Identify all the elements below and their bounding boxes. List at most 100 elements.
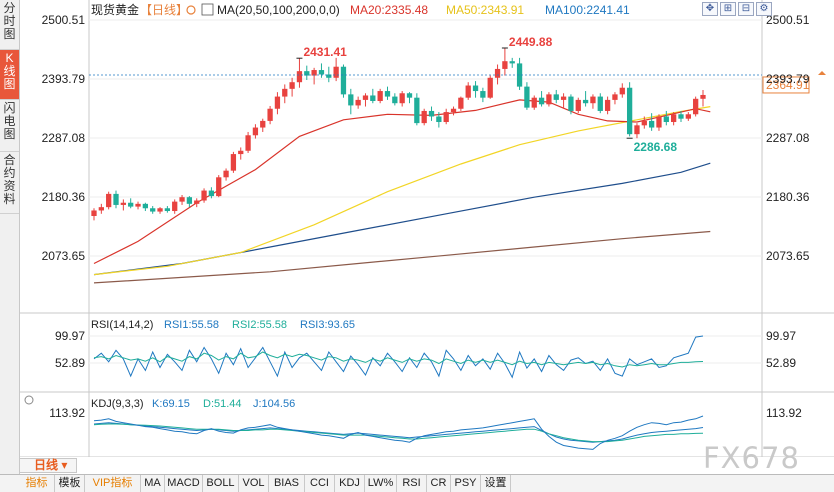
kdj-settings-icon[interactable]	[24, 395, 34, 405]
indicator-tab[interactable]: 指标	[19, 475, 55, 492]
candle	[326, 66, 332, 83]
tab-contract-info[interactable]: 合约资料	[0, 152, 19, 214]
indicator-tab[interactable]: CR	[427, 475, 451, 492]
candle-body	[443, 112, 449, 123]
candle	[333, 57, 339, 82]
indicator-tab[interactable]: BOLL	[203, 475, 239, 492]
timeframe-bar: 日线 ▾	[19, 457, 834, 474]
candle	[502, 47, 508, 76]
tab-flash-chart[interactable]: 闪电图	[0, 100, 19, 152]
candle-body	[260, 120, 266, 128]
rsi-title: RSI(14,14,2)	[91, 319, 153, 331]
candle	[186, 196, 193, 208]
ma20-line-path	[93, 99, 711, 265]
tab-intraday[interactable]: 分时图	[0, 0, 19, 50]
y-tick-label: 2287.08	[42, 131, 86, 145]
period-label: 【日线】	[140, 3, 188, 17]
indicator-tab[interactable]: VIP指标	[85, 475, 141, 492]
candle-body	[91, 210, 97, 216]
current-price-label: 2364.91	[766, 78, 810, 92]
ma-params-label: MA(20,50,100,200,0,0)	[217, 3, 340, 17]
candle-body	[685, 114, 691, 119]
tab-kline[interactable]: K线图	[0, 50, 19, 100]
candle	[575, 97, 581, 114]
candle	[98, 203, 104, 214]
candle-body	[693, 98, 699, 115]
rsi-tick-label: 99.97	[766, 329, 796, 343]
candle-body	[414, 97, 420, 124]
candle	[150, 206, 156, 214]
indicator-tab[interactable]: VOL	[239, 475, 269, 492]
y-tick-label: 2073.65	[42, 249, 86, 263]
candle	[245, 131, 251, 153]
kdj-series-line	[93, 415, 704, 450]
price-gridlines	[89, 19, 762, 257]
rsi3-label: RSI3:93.65	[300, 319, 355, 331]
zoom-out-icon[interactable]: ⊟	[738, 2, 754, 16]
candle-body	[450, 108, 457, 113]
y-axis-right: 2500.51 2393.79 2287.08 2180.36 2073.65	[766, 13, 810, 263]
period-dropdown-icon[interactable]	[186, 5, 196, 15]
candle-body	[568, 96, 574, 111]
indicator-tab[interactable]: MA	[141, 475, 165, 492]
zoom-in-icon[interactable]: ⊞	[720, 2, 736, 16]
candle-body	[172, 201, 178, 212]
candle-body	[194, 200, 200, 204]
rsi-series-line	[93, 351, 704, 368]
candle	[693, 96, 699, 117]
candle	[700, 89, 706, 107]
y-tick-label: 2287.08	[766, 131, 810, 145]
candle-body	[164, 208, 171, 212]
indicator-tab[interactable]: 设置	[481, 475, 511, 492]
candle	[340, 64, 347, 98]
candle	[318, 63, 325, 78]
candle	[157, 207, 163, 214]
ma-toggle-icon[interactable]	[201, 3, 214, 16]
candle	[362, 93, 369, 107]
candle	[538, 91, 545, 107]
candle	[406, 92, 413, 104]
candle	[172, 199, 178, 214]
indicator-tab[interactable]: 模板	[55, 475, 85, 492]
candle-body	[333, 66, 339, 78]
timeframe-button[interactable]: 日线 ▾	[19, 458, 77, 473]
indicator-tab[interactable]: RSI	[397, 475, 427, 492]
indicator-tab[interactable]: KDJ	[335, 475, 365, 492]
candle	[296, 58, 303, 88]
candle	[128, 198, 134, 209]
candle-body	[289, 82, 295, 89]
indicator-tab[interactable]: MACD	[165, 475, 203, 492]
candle	[443, 108, 449, 125]
rsi1-label: RSI1:55.58	[164, 319, 219, 331]
ma20-line	[93, 99, 711, 265]
candle-body	[678, 114, 684, 119]
chart-area[interactable]: 现货黄金 【日线】 MA(20,50,100,200,0,0) MA20:233…	[19, 0, 834, 457]
annotation-label: 2431.41	[303, 45, 347, 59]
crosshair-icon[interactable]: ✥	[702, 2, 718, 16]
candlesticks	[91, 47, 706, 221]
candle	[685, 112, 691, 121]
settings-icon[interactable]: ⚙	[756, 2, 772, 16]
y-tick-label: 2393.79	[766, 72, 810, 86]
candle-body	[575, 99, 581, 111]
candle-body	[465, 85, 471, 98]
candle-body	[238, 150, 244, 155]
candle-body	[399, 93, 405, 104]
indicator-tab[interactable]: BIAS	[269, 475, 305, 492]
indicator-tab[interactable]: LW%	[365, 475, 397, 492]
candle	[201, 188, 207, 203]
candle-body	[626, 87, 633, 135]
kdj-d-label: D:51.44	[203, 398, 242, 410]
candle-body	[223, 170, 229, 178]
candle	[274, 92, 281, 115]
indicator-tab[interactable]: CCI	[305, 475, 335, 492]
candle	[560, 93, 567, 109]
candle-body	[150, 208, 156, 212]
candle	[399, 91, 405, 107]
ma50-line	[93, 106, 711, 276]
kdj-lines	[93, 415, 704, 450]
indicator-tab[interactable]: PSY	[451, 475, 481, 492]
candle	[626, 82, 633, 137]
candle-body	[326, 74, 332, 78]
current-price-tag	[762, 76, 810, 94]
